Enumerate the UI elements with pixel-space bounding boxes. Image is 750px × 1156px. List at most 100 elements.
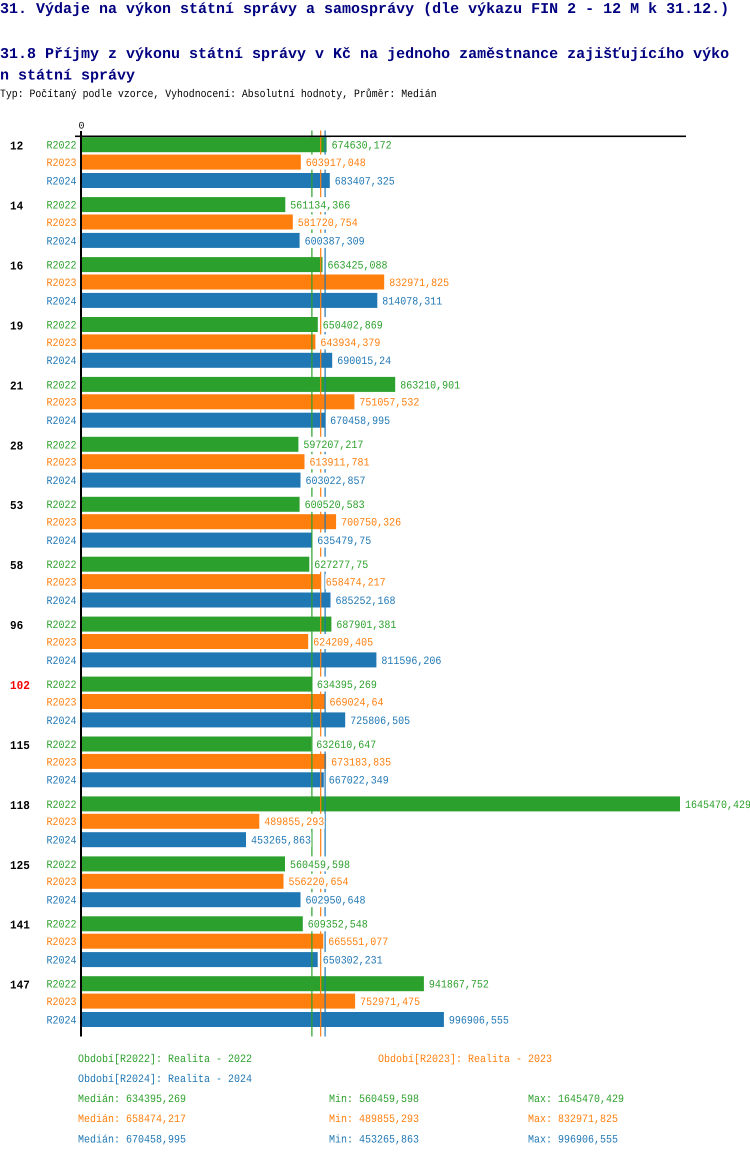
svg-text:602950,648: 602950,648 [306,896,366,908]
svg-text:R2023: R2023 [47,158,77,170]
svg-text:R2023: R2023 [47,458,77,470]
svg-text:R2022: R2022 [47,440,77,452]
svg-text:673183,835: 673183,835 [331,757,391,769]
svg-text:141: 141 [10,919,30,933]
svg-text:31. Výdaje na výkon státní spr: 31. Výdaje na výkon státní správy a samo… [0,1,729,18]
svg-text:670458,995: 670458,995 [330,416,390,428]
svg-text:n státní správy: n státní správy [0,68,135,85]
svg-text:R2024: R2024 [47,176,77,188]
svg-text:19: 19 [10,319,23,333]
svg-text:R2023: R2023 [47,937,77,949]
svg-text:Medián: 658474,217: Medián: 658474,217 [78,1113,186,1126]
svg-text:Max: 1645470,429: Max: 1645470,429 [528,1094,624,1106]
svg-text:R2022: R2022 [47,860,77,872]
svg-text:811596,206: 811596,206 [381,656,441,668]
svg-text:863210,901: 863210,901 [400,380,460,392]
svg-text:600520,583: 600520,583 [305,500,365,512]
svg-text:814078,311: 814078,311 [382,296,442,308]
svg-text:674630,172: 674630,172 [332,141,392,153]
svg-text:R2022: R2022 [47,560,77,572]
svg-text:R2023: R2023 [47,757,77,769]
svg-text:489855,293: 489855,293 [264,817,324,829]
svg-text:21: 21 [10,379,23,393]
svg-text:560459,598: 560459,598 [290,860,350,872]
svg-text:R2024: R2024 [47,236,77,248]
svg-text:Typ: Počítaný podle vzorce, Vy: Typ: Počítaný podle vzorce, Vyhodnocení:… [0,88,437,101]
svg-text:R2024: R2024 [47,1015,77,1027]
svg-text:R2024: R2024 [47,536,77,548]
svg-text:125: 125 [10,859,30,873]
svg-text:663425,088: 663425,088 [328,261,388,273]
svg-text:R2024: R2024 [47,656,77,668]
svg-text:R2024: R2024 [47,716,77,728]
svg-text:R2023: R2023 [47,338,77,350]
svg-text:R2023: R2023 [47,877,77,889]
svg-text:R2024: R2024 [47,296,77,308]
svg-text:453265,863: 453265,863 [251,836,311,848]
svg-text:603917,048: 603917,048 [306,158,366,170]
svg-text:R2023: R2023 [47,637,77,649]
svg-text:Období[R2024]: Realita - 2024: Období[R2024]: Realita - 2024 [78,1073,252,1086]
svg-text:118: 118 [10,799,30,813]
svg-text:Období[R2022]: Realita - 2022: Období[R2022]: Realita - 2022 [78,1053,252,1066]
svg-text:31.8 Příjmy z výkonu státní sp: 31.8 Příjmy z výkonu státní správy v Kč … [0,46,729,63]
svg-text:115: 115 [10,739,30,753]
svg-text:1645470,429: 1645470,429 [685,800,750,812]
svg-text:R2022: R2022 [47,320,77,332]
svg-text:556220,654: 556220,654 [289,877,349,889]
svg-text:R2022: R2022 [47,800,77,812]
svg-text:12: 12 [10,140,23,154]
svg-text:613911,781: 613911,781 [310,458,370,470]
svg-text:R2022: R2022 [47,620,77,632]
svg-text:683407,325: 683407,325 [335,176,395,188]
svg-text:R2024: R2024 [47,955,77,967]
svg-text:Max: 996906,555: Max: 996906,555 [528,1134,618,1146]
svg-text:669024,64: 669024,64 [330,697,384,709]
svg-text:16: 16 [10,259,23,273]
svg-text:609352,548: 609352,548 [308,920,368,932]
svg-text:665551,077: 665551,077 [328,937,388,949]
svg-text:752971,475: 752971,475 [360,997,420,1009]
svg-text:102: 102 [10,679,30,693]
svg-text:R2023: R2023 [47,218,77,230]
svg-text:597207,217: 597207,217 [303,440,363,452]
svg-text:R2022: R2022 [47,500,77,512]
svg-text:R2023: R2023 [47,817,77,829]
svg-text:R2022: R2022 [47,680,77,692]
svg-text:687901,381: 687901,381 [336,620,396,632]
svg-text:53: 53 [10,499,23,513]
svg-text:603022,857: 603022,857 [306,476,366,488]
svg-text:R2022: R2022 [47,920,77,932]
svg-text:R2024: R2024 [47,836,77,848]
svg-text:650402,869: 650402,869 [323,320,383,332]
svg-text:725806,505: 725806,505 [350,716,410,728]
svg-text:R2023: R2023 [47,578,77,590]
svg-text:650302,231: 650302,231 [323,956,383,968]
svg-text:R2022: R2022 [47,740,77,752]
svg-text:R2022: R2022 [47,141,77,153]
svg-text:R2023: R2023 [47,697,77,709]
svg-text:Období[R2023]: Realita - 2023: Období[R2023]: Realita - 2023 [378,1053,552,1066]
svg-text:635479,75: 635479,75 [317,536,371,548]
svg-text:R2023: R2023 [47,398,77,410]
svg-text:58: 58 [10,559,23,573]
svg-text:96: 96 [10,619,23,633]
svg-text:28: 28 [10,439,23,453]
svg-text:700750,326: 700750,326 [341,518,401,530]
svg-text:Min: 489855,293: Min: 489855,293 [329,1113,419,1126]
svg-text:R2022: R2022 [47,201,77,213]
svg-text:R2023: R2023 [47,518,77,530]
svg-text:581720,754: 581720,754 [298,218,358,230]
svg-text:R2024: R2024 [47,476,77,488]
svg-text:600387,309: 600387,309 [305,236,365,248]
svg-text:Min: 560459,598: Min: 560459,598 [329,1093,419,1106]
svg-text:R2024: R2024 [47,896,77,908]
svg-text:667022,349: 667022,349 [329,776,389,788]
svg-text:14: 14 [10,200,23,214]
svg-text:751057,532: 751057,532 [359,398,419,410]
svg-text:996906,555: 996906,555 [449,1015,509,1027]
svg-text:658474,217: 658474,217 [326,578,386,590]
svg-text:R2022: R2022 [47,380,77,392]
svg-text:624209,405: 624209,405 [313,637,373,649]
svg-text:941867,752: 941867,752 [429,980,489,992]
